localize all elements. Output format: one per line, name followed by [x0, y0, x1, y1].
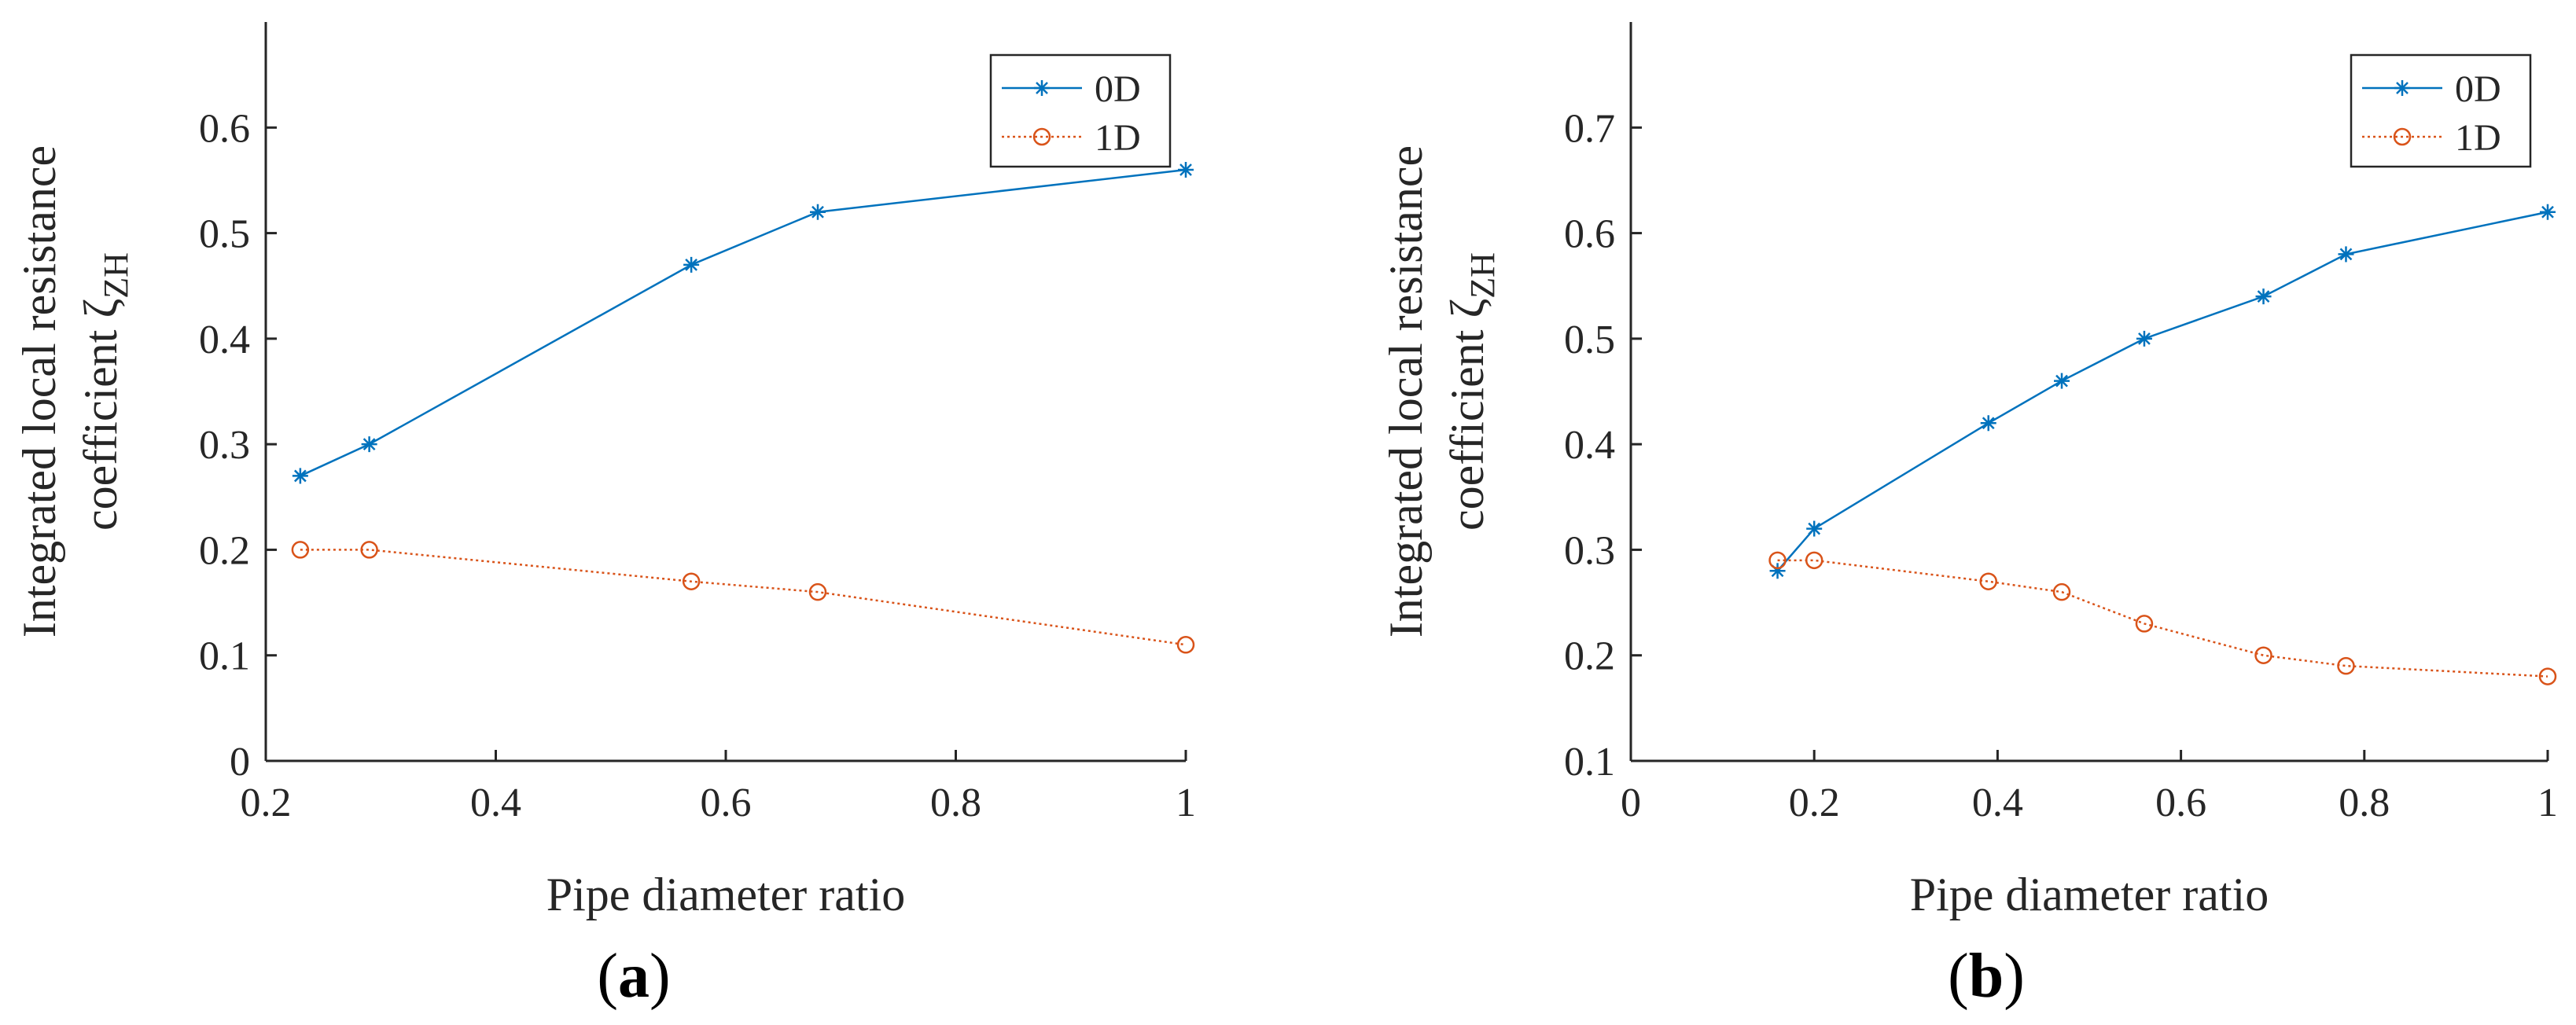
legend-marker-0d-b — [2394, 80, 2410, 96]
panel-label-b: (b) — [1948, 942, 2025, 1011]
y-axis-label-main-b: coefficient ζ — [1441, 299, 1493, 531]
series-line-0d-a — [300, 168, 1187, 477]
legend-marker-1d-a — [1032, 127, 1051, 146]
data-point-1d-a — [682, 572, 701, 590]
series-line-0d-b — [1776, 211, 2548, 572]
y-tick-label-a: 0.6 — [199, 106, 250, 151]
legend-marker-1d-b — [2393, 127, 2412, 146]
data-point-0d-b — [2255, 288, 2272, 305]
data-point-1d-b — [2135, 615, 2154, 633]
data-point-1d-b — [1805, 551, 1823, 570]
data-point-1d-b — [1979, 572, 1997, 590]
data-point-1d-b — [2538, 667, 2557, 685]
y-tick-label-b: 0.1 — [1564, 740, 1615, 784]
y-tick-label-b: 0.3 — [1564, 528, 1615, 573]
x-tick-label-a: 0.4 — [470, 781, 521, 825]
x-tick-label-a: 1 — [1176, 781, 1196, 825]
chart-panel-b: (b) 0 0.2 0.4 0.6 0.8 1 0.1 0.2 0.3 0.4 0.5 0.6 0.7 P… — [1380, 22, 2558, 1011]
x-tick-label-b: 0.4 — [1972, 781, 2023, 825]
y-axis-label-line1-b: Integrated local resistance — [1380, 145, 1432, 637]
y-tick-label-a: 0 — [230, 740, 250, 784]
data-point-1d-b — [2337, 656, 2355, 675]
x-axis-label-a: Pipe diameter ratio — [546, 869, 906, 920]
y-axis-label-line2-b: coefficient ζZH — [1441, 252, 1502, 531]
data-point-1d-b — [1768, 551, 1787, 570]
x-tick-label-a: 0.6 — [701, 781, 752, 825]
y-tick-label-b: 0.6 — [1564, 212, 1615, 257]
data-point-0d-b — [2054, 373, 2070, 389]
y-tick-label-a: 0.2 — [199, 528, 250, 573]
data-point-1d-b — [2052, 582, 2071, 601]
legend-marker-0d-a — [1034, 80, 1050, 96]
y-tick-label-a: 0.1 — [199, 634, 250, 679]
data-point-0d-a — [1178, 162, 1194, 178]
data-point-0d-b — [2338, 246, 2354, 263]
y-tick-label-a: 0.4 — [199, 318, 250, 362]
data-point-0d-b — [1806, 520, 1823, 537]
legend-box-b — [2350, 53, 2532, 168]
data-point-0d-b — [2540, 204, 2556, 220]
data-point-0d-a — [810, 204, 826, 220]
y-tick-label-a: 0.3 — [199, 423, 250, 468]
x-tick-label-b: 1 — [2537, 781, 2558, 825]
data-point-0d-a — [683, 256, 700, 273]
data-point-0d-b — [2136, 330, 2152, 347]
y-tick-label-b: 0.7 — [1564, 106, 1615, 151]
panel-label-a: (a) — [597, 942, 670, 1011]
x-axis-label-b: Pipe diameter ratio — [1910, 869, 2269, 920]
series-line-1d-b — [1777, 559, 2548, 678]
y-axis-label-subscript-b: ZH — [1463, 252, 1502, 299]
y-axis-label-line1-a: Integrated local resistance — [13, 145, 65, 637]
y-tick-label-b: 0.5 — [1564, 318, 1615, 362]
x-tick-label-a: 0.2 — [241, 781, 292, 825]
data-point-1d-a — [291, 541, 310, 559]
data-point-1d-a — [1176, 636, 1195, 654]
x-tick-label-b: 0.6 — [2155, 781, 2206, 825]
x-tick-label-a: 0.8 — [930, 781, 981, 825]
y-axis-label-line2-a: coefficient ζZH — [75, 252, 135, 531]
y-tick-label-b: 0.4 — [1564, 423, 1615, 468]
data-point-0d-b — [1980, 415, 1996, 432]
data-point-0d-a — [361, 436, 377, 453]
data-point-1d-a — [360, 541, 378, 559]
data-point-1d-b — [2254, 646, 2272, 664]
legend-label-0d-b: 0D — [2455, 68, 2501, 110]
y-axis-label-subscript-a: ZH — [97, 252, 135, 299]
legend-label-0d-a: 0D — [1095, 68, 1141, 110]
legend-label-1d-a: 1D — [1095, 117, 1141, 159]
chart-panel-a: (a) 0.2 0.4 0.6 0.8 1 0 0.1 0.2 0.3 0.4 0.5 0.6 Pipe… — [13, 22, 1196, 1011]
x-tick-label-b: 0 — [1621, 781, 1641, 825]
legend-label-1d-b: 1D — [2455, 117, 2501, 159]
x-tick-label-b: 0.2 — [1789, 781, 1840, 825]
x-tick-label-b: 0.8 — [2339, 781, 2390, 825]
y-tick-label-b: 0.2 — [1564, 634, 1615, 679]
legend-box-a — [989, 53, 1172, 168]
y-tick-label-a: 0.5 — [199, 212, 250, 257]
y-axis-label-main-a: coefficient ζ — [75, 299, 127, 531]
data-point-1d-a — [808, 582, 827, 601]
series-line-1d-a — [300, 549, 1187, 646]
data-point-0d-a — [292, 468, 308, 484]
